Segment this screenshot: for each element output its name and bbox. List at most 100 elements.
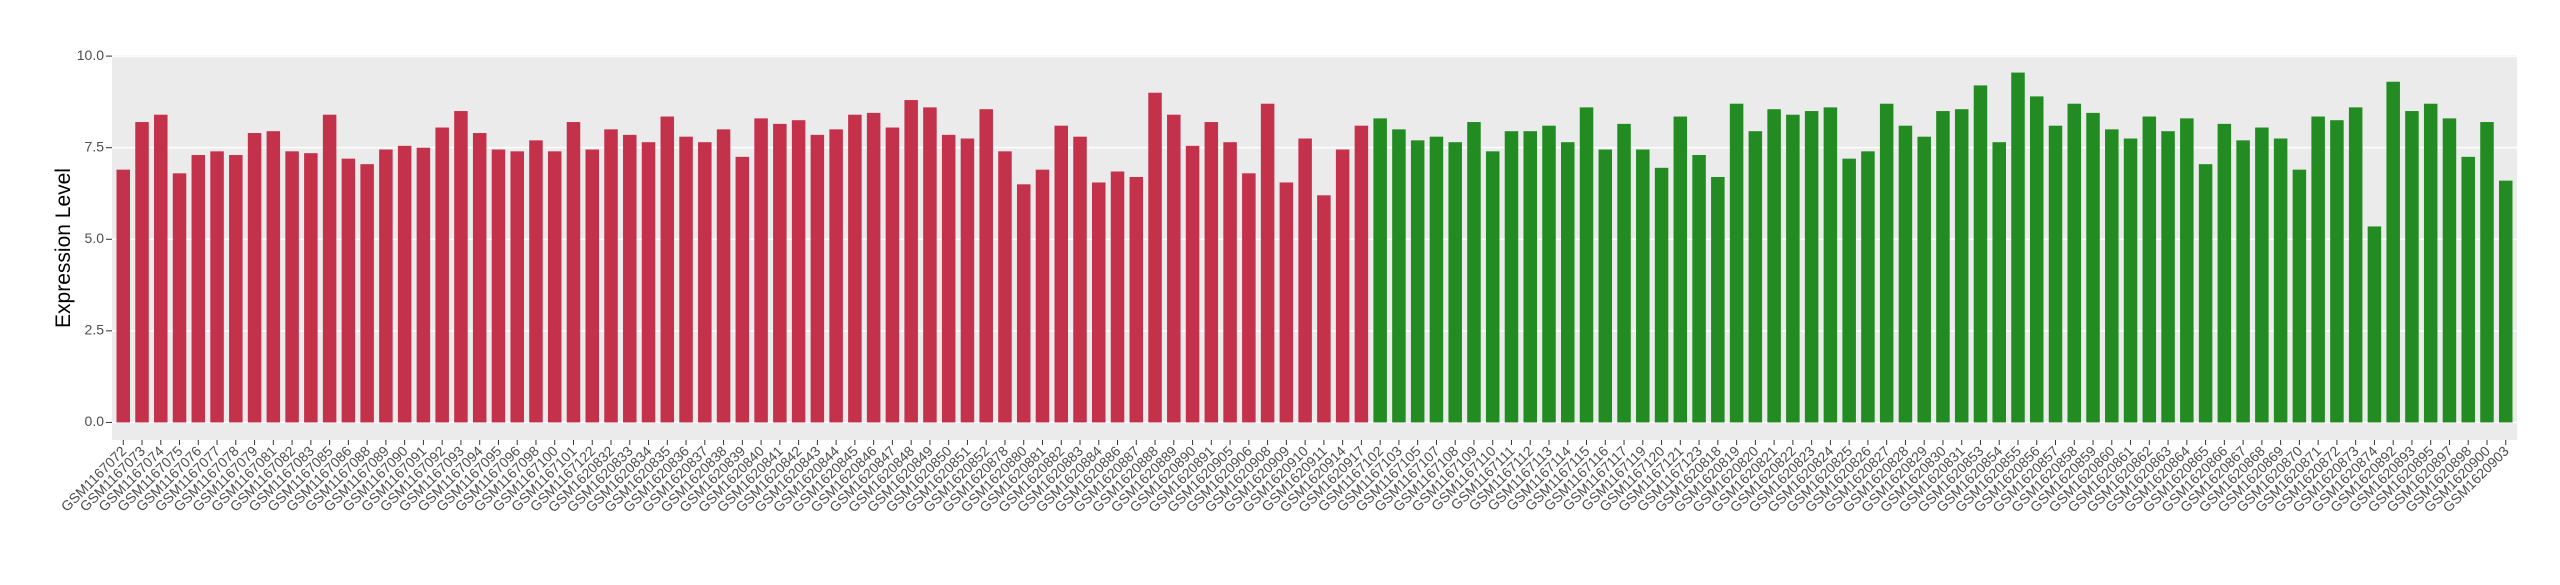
y-tick-label: 2.5 bbox=[85, 322, 105, 338]
bar bbox=[1804, 111, 1819, 423]
y-tick-label: 10.0 bbox=[77, 47, 104, 63]
bar bbox=[716, 129, 731, 423]
bar bbox=[1429, 136, 1444, 423]
bar bbox=[2330, 120, 2344, 423]
bar bbox=[1317, 195, 1331, 423]
bar bbox=[1729, 103, 1744, 423]
bar bbox=[1561, 142, 1575, 423]
bar bbox=[1073, 136, 1087, 423]
bar bbox=[660, 116, 675, 423]
bar bbox=[1842, 158, 1856, 423]
bar bbox=[266, 131, 281, 423]
bar bbox=[2348, 107, 2363, 423]
bar bbox=[1485, 151, 1500, 423]
bar bbox=[1185, 145, 1200, 423]
bar bbox=[322, 114, 337, 423]
bar bbox=[2180, 118, 2194, 423]
bar bbox=[1936, 111, 1950, 423]
bar bbox=[1954, 109, 1969, 423]
bar bbox=[604, 129, 618, 423]
bar bbox=[1617, 123, 1631, 423]
bar bbox=[1861, 151, 1875, 423]
bar bbox=[1917, 136, 1931, 423]
bar bbox=[116, 169, 131, 423]
bar bbox=[2123, 138, 2138, 423]
bar bbox=[547, 151, 562, 423]
bar bbox=[1692, 155, 1706, 423]
bar bbox=[2067, 103, 2082, 423]
bar bbox=[2011, 72, 2025, 423]
bar bbox=[1542, 125, 1556, 423]
bar bbox=[397, 145, 412, 423]
bar bbox=[1223, 142, 1237, 423]
y-tick-label: 0.0 bbox=[85, 413, 105, 429]
bar bbox=[2086, 112, 2100, 423]
bar bbox=[1279, 182, 1294, 423]
bar bbox=[1523, 131, 1537, 423]
bar bbox=[229, 155, 243, 423]
y-tick-label: 7.5 bbox=[85, 138, 105, 154]
bar bbox=[923, 107, 937, 423]
bar bbox=[360, 164, 374, 423]
bar bbox=[1110, 171, 1125, 423]
bar bbox=[1654, 167, 1669, 423]
bar bbox=[1823, 107, 1838, 423]
bar bbox=[154, 114, 168, 423]
bar bbox=[1335, 149, 1350, 423]
bar bbox=[810, 134, 825, 423]
bar bbox=[773, 123, 787, 423]
bar bbox=[829, 129, 843, 423]
bar bbox=[1392, 129, 1406, 423]
bar bbox=[1467, 122, 1481, 423]
bar bbox=[698, 142, 712, 423]
bar bbox=[679, 136, 693, 423]
bar bbox=[1786, 114, 1800, 423]
bar bbox=[791, 120, 806, 423]
bar bbox=[1579, 107, 1594, 423]
bar bbox=[510, 151, 524, 423]
y-tick-label: 5.0 bbox=[85, 230, 105, 246]
bar bbox=[979, 109, 993, 423]
bar bbox=[1748, 131, 1763, 423]
bar bbox=[172, 173, 187, 423]
bar bbox=[529, 140, 543, 423]
bar bbox=[491, 149, 506, 423]
bar bbox=[1092, 182, 1106, 423]
bar bbox=[1898, 125, 1913, 423]
bar bbox=[285, 151, 299, 423]
bar bbox=[2480, 122, 2494, 423]
bar bbox=[210, 151, 224, 423]
bar bbox=[941, 134, 956, 423]
bar bbox=[866, 112, 881, 423]
bar bbox=[2142, 116, 2157, 423]
bar bbox=[623, 134, 637, 423]
bar bbox=[1016, 184, 1031, 423]
bar bbox=[472, 133, 487, 423]
bar bbox=[2311, 116, 2325, 423]
bar bbox=[1054, 125, 1068, 423]
bar bbox=[135, 122, 149, 423]
bar bbox=[2236, 140, 2250, 423]
bar bbox=[1167, 114, 1181, 423]
bar bbox=[1242, 173, 1256, 423]
bar bbox=[641, 142, 656, 423]
bar bbox=[304, 153, 318, 423]
bar bbox=[2273, 138, 2288, 423]
bar bbox=[998, 151, 1012, 423]
bar bbox=[2161, 131, 2175, 423]
bar bbox=[1767, 109, 1781, 423]
bar bbox=[754, 118, 768, 423]
bar bbox=[2405, 111, 2419, 423]
bar bbox=[1260, 103, 1275, 423]
bar bbox=[2048, 125, 2063, 423]
bar bbox=[1298, 138, 1312, 423]
bar bbox=[2367, 226, 2382, 423]
bar bbox=[1410, 140, 1425, 423]
bar bbox=[1148, 92, 1162, 423]
bar bbox=[1636, 149, 1650, 423]
bar bbox=[1973, 85, 1988, 423]
bar bbox=[1711, 176, 1725, 423]
panel bbox=[112, 55, 2517, 440]
bar bbox=[2498, 180, 2513, 423]
